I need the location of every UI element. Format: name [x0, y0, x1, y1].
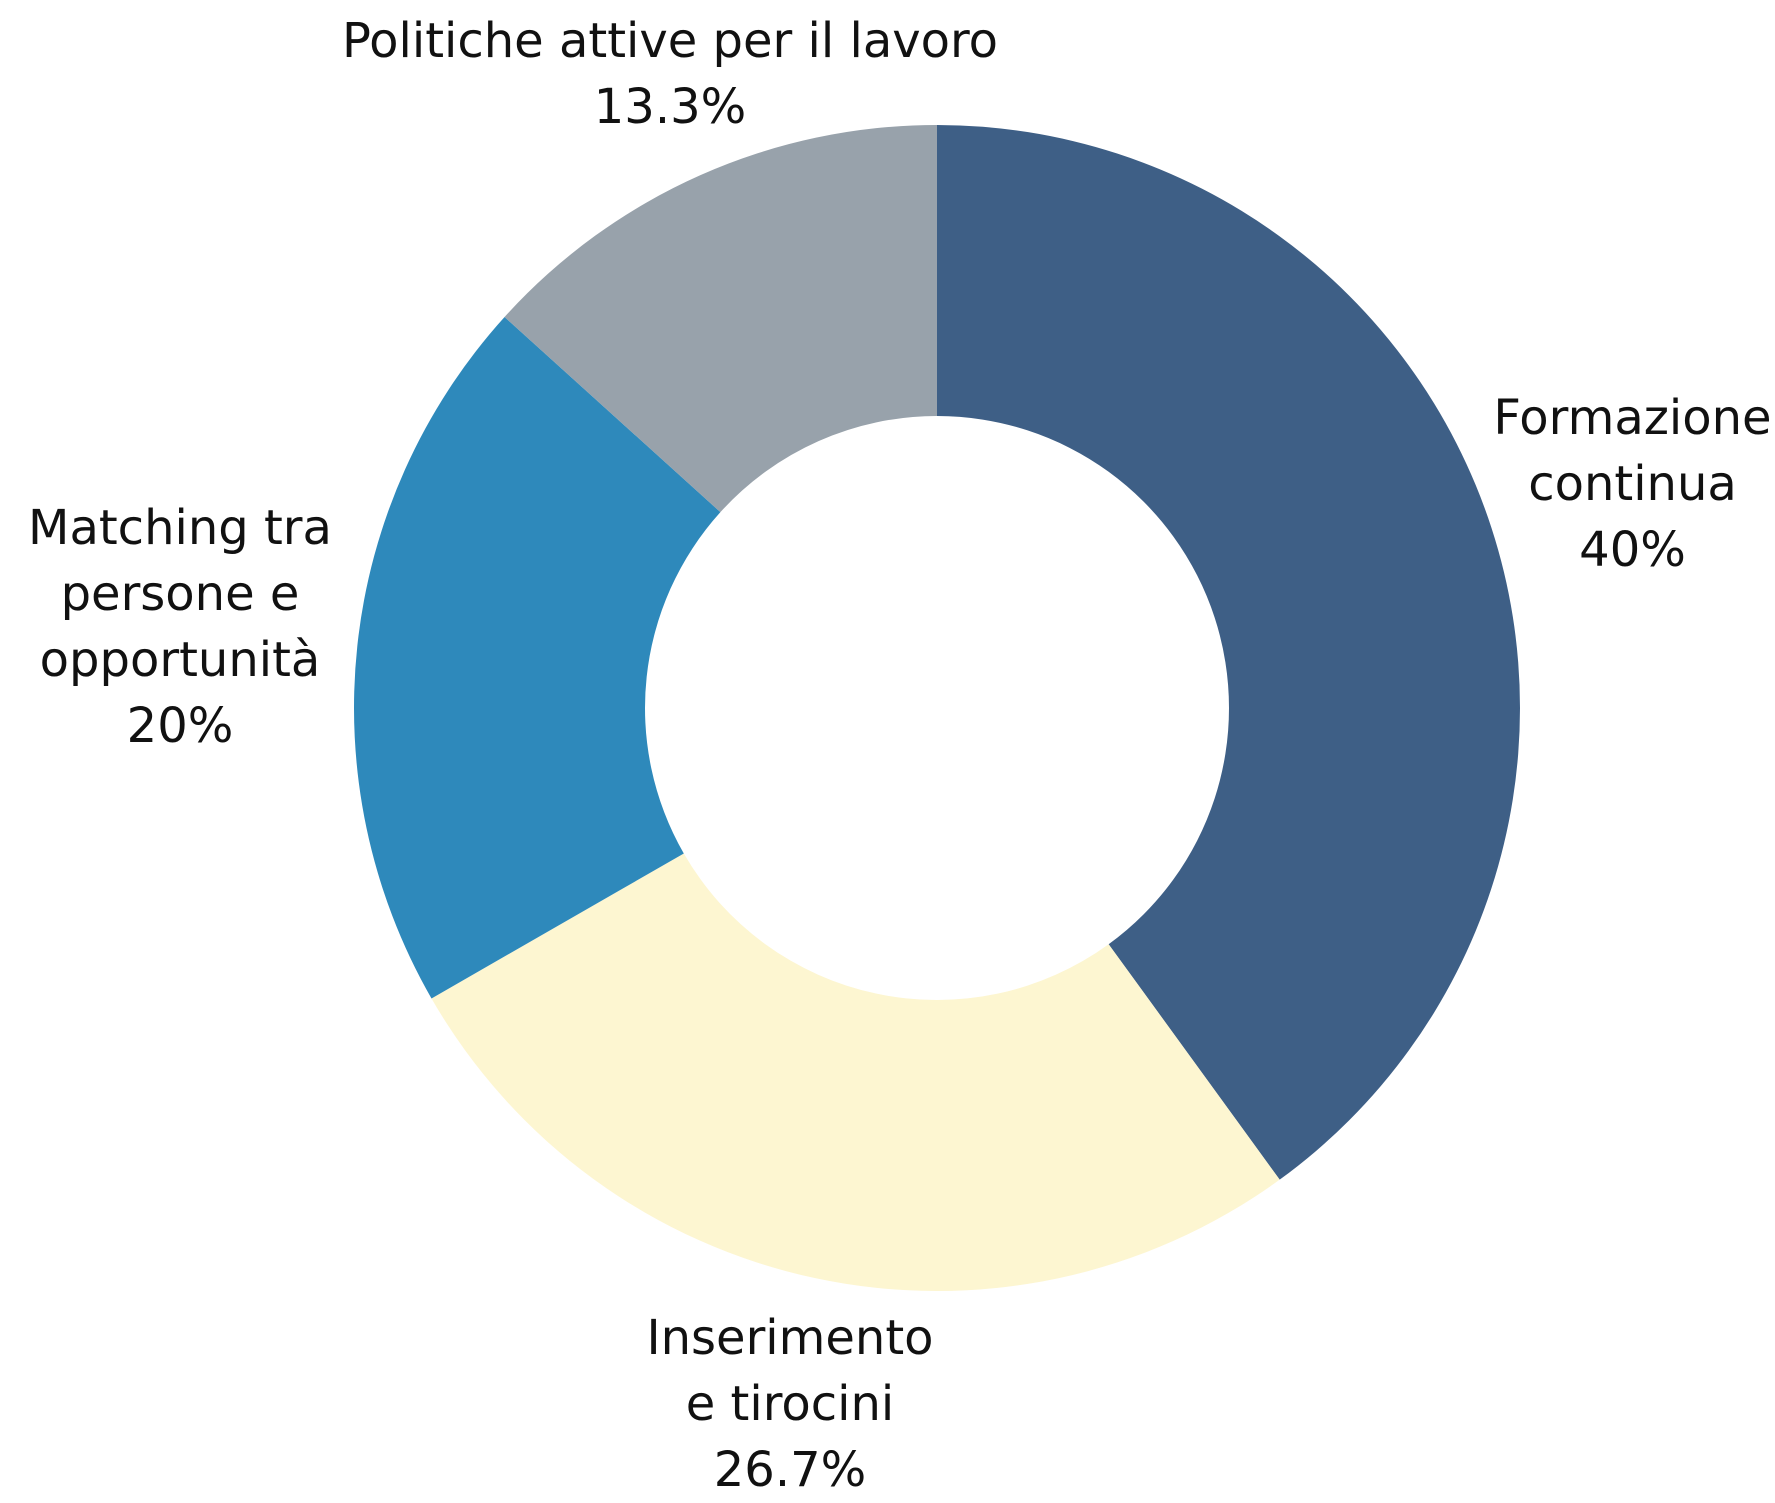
slice-label-line: opportunità	[39, 632, 321, 688]
slice-label-line: Inserimento	[646, 1310, 934, 1366]
donut-slice-formazione-continua	[937, 125, 1520, 1180]
slice-label-politiche-attive: Politiche attive per il lavoro 13.3%	[300, 8, 1040, 140]
donut-slices	[354, 125, 1520, 1291]
slice-label-line: continua	[1528, 456, 1737, 512]
slice-label-line: persone e	[60, 566, 300, 622]
slice-label-line: Politiche attive per il lavoro	[341, 13, 999, 69]
slice-value-label: 20%	[126, 698, 234, 754]
slice-label-line: e tirocini	[685, 1376, 895, 1432]
slice-label-line: Formazione	[1493, 390, 1772, 446]
slice-value-label: 26.7%	[713, 1442, 867, 1498]
slice-label-line: Matching tra	[28, 500, 332, 556]
donut-slice-matching-tra-persone-e-opportunit	[354, 316, 721, 999]
slice-label-matching: Matching tra persone e opportunità 20%	[10, 495, 350, 759]
donut-slice-inserimento-e-tirocini	[431, 853, 1280, 1291]
slice-value-label: 13.3%	[593, 79, 747, 135]
slice-label-formazione-continua: Formazione continua 40%	[1490, 385, 1775, 583]
donut-slice-politiche-attive-per-il-lavoro	[504, 125, 937, 513]
slice-label-inserimento-e-tirocini: Inserimento e tirocini 26.7%	[620, 1305, 960, 1503]
slice-value-label: 40%	[1579, 522, 1686, 578]
